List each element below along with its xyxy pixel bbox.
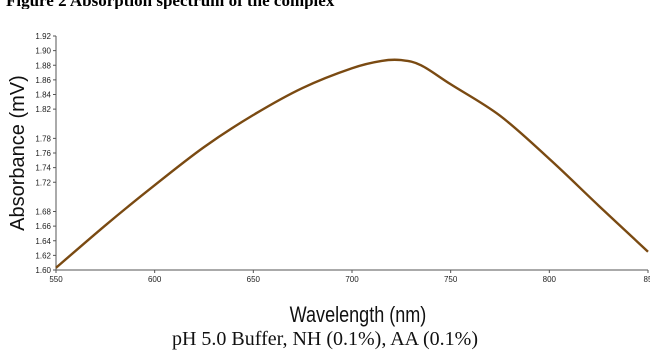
y-tick-label: 1.72 <box>35 178 51 187</box>
y-tick-label: 1.78 <box>35 134 51 143</box>
y-tick-label: 1.68 <box>35 208 51 217</box>
y-tick-label: 1.60 <box>35 266 51 275</box>
x-tick-label: 600 <box>148 275 162 284</box>
series-line <box>55 58 649 269</box>
y-tick-label: 1.88 <box>35 61 51 70</box>
figure-caption: pH 5.0 Buffer, NH (0.1%), AA (0.1%) <box>171 328 478 350</box>
y-tick-label: 1.62 <box>35 251 51 260</box>
y-tick-label: 1.86 <box>35 76 51 85</box>
y-tick-label: 1.84 <box>35 91 51 100</box>
x-tick-label: 700 <box>345 275 359 284</box>
axes <box>55 36 648 271</box>
x-ticks: 550 600 650 700 750 800 85 <box>49 270 650 284</box>
figure-heading: Figure 2 Absorption spectrum of the comp… <box>6 0 646 9</box>
y-tick-label: 1.66 <box>35 222 51 231</box>
x-tick-label: 85 <box>644 275 650 284</box>
x-tick-label: 550 <box>49 275 63 284</box>
y-axis-label: Absorbance (mV) <box>7 75 29 231</box>
y-tick-label: 1.74 <box>35 164 51 173</box>
x-axis-label: Wavelength (nm) <box>290 303 427 327</box>
y-tick-label: 1.76 <box>35 149 51 158</box>
absorbance-chart: 1.60 1.62 1.64 1.66 1.68 1.72 1.74 1.76 1.78 1.82… <box>7 32 650 327</box>
y-tick-label: 1.82 <box>35 105 51 114</box>
y-tick-label: 1.64 <box>35 237 51 246</box>
x-tick-label: 650 <box>247 275 261 284</box>
y-ticks: 1.60 1.62 1.64 1.66 1.68 1.72 1.74 1.76 1.78 1.82… <box>35 32 56 275</box>
y-tick-label: 1.92 <box>35 32 51 41</box>
y-tick-label: 1.90 <box>35 47 51 56</box>
x-tick-label: 800 <box>543 275 557 284</box>
x-tick-label: 750 <box>444 275 458 284</box>
